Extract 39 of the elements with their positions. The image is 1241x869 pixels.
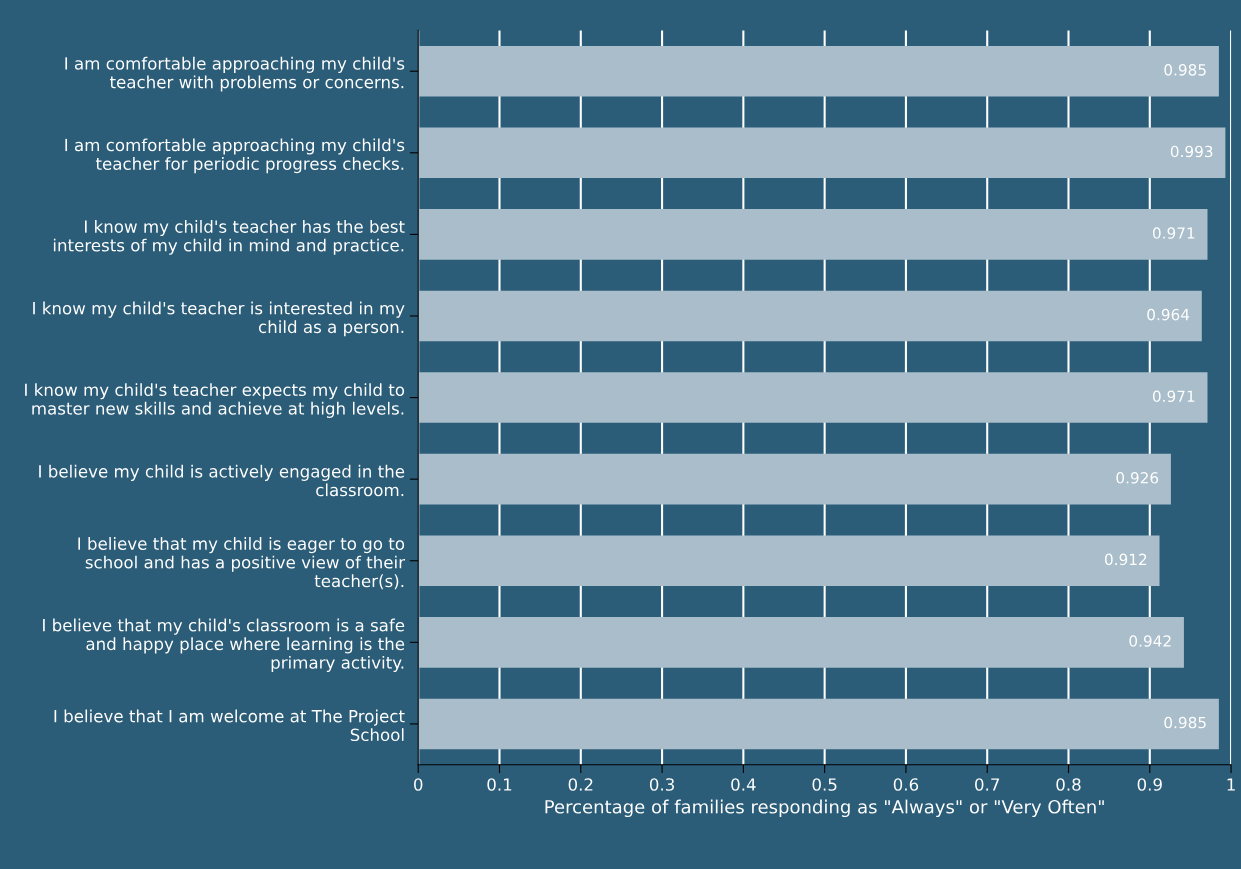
data-label: 0.985 [1164,716,1206,729]
y-tick-label: I know my child's teacher is interested in my child as a person. [33,301,405,337]
data-label: 0.971 [1152,390,1195,402]
bar [418,45,1219,97]
y-tick-label: I know my child's teacher has the best interests of my child in mind and practice. [53,219,405,255]
bar [418,453,1171,505]
x-tick-label: 0.7 [975,778,1000,791]
x-tick-label: 0.3 [649,778,674,791]
y-tick-label: I believe that my child is eager to go to school and has a positive view of their teacher(s). [78,537,406,590]
bar [418,617,1184,668]
x-tick-label: 0.9 [1137,778,1162,791]
data-label: 0.993 [1170,145,1213,158]
x-tick-label: 0.1 [487,778,512,791]
y-tick-label: I believe that I am welcome at The Project School [54,709,405,742]
x-tick-label: 0.2 [568,778,593,791]
x-tick-label: 0.8 [1056,778,1081,791]
y-tick-label: I believe that my child's classroom is a safe and happy place where learning is the primary activity. [43,618,405,673]
x-tick-label: 0.6 [893,778,919,791]
bar [418,535,1160,587]
bar [418,698,1219,750]
data-label: 0.985 [1164,64,1206,76]
bar [418,209,1208,260]
y-tick-label: I am comfortable approaching my child's teacher with problems or concerns. [65,56,405,92]
data-label: 0.912 [1104,553,1147,566]
x-axis-title: Percentage of families responding as "Always" or "Very Often" [545,799,1104,818]
y-tick-label: I am comfortable approaching my child's teacher for periodic progress checks. [65,138,405,174]
x-tick-label: 0.5 [812,778,837,791]
data-label: 0.926 [1116,472,1159,484]
x-tick-label: 0.4 [731,778,756,791]
data-label: 0.964 [1147,308,1190,321]
bar [418,127,1226,179]
data-label: 0.942 [1129,635,1171,647]
data-label: 0.971 [1152,227,1195,239]
bar [418,290,1202,342]
y-tick-label: I know my child's teacher expects my child to master new skills and achieve at high levels. [25,383,405,418]
x-tick-label: 1 [1227,778,1235,791]
y-tick-label: I believe my child is actively engaged in the classroom. [39,464,405,497]
bar [418,372,1208,423]
x-tick-label: 0 [414,778,423,791]
